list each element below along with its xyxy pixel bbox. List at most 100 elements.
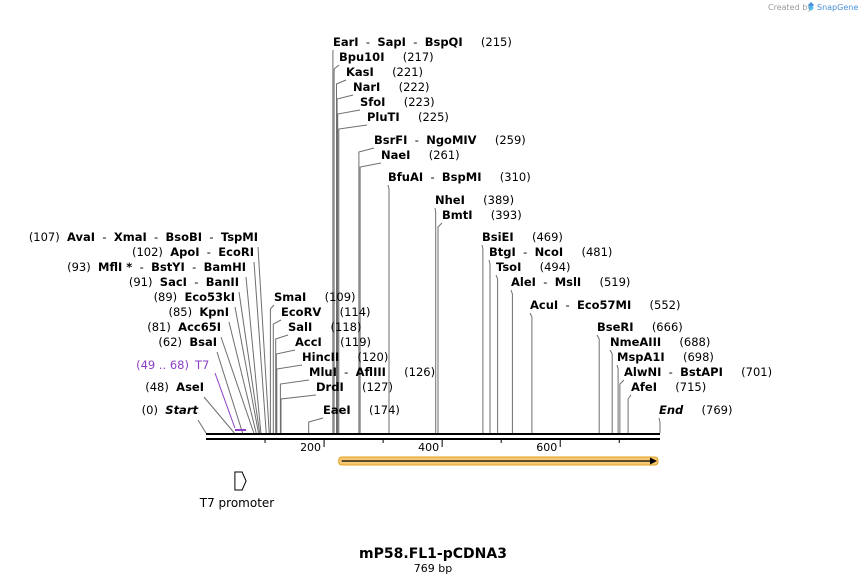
site-label-aseI[interactable]: (48) AseI [145, 380, 204, 394]
site-position: (481) [563, 245, 612, 259]
enzyme-name: AlwNI [624, 365, 661, 379]
site-label-accI[interactable]: AccI (119) [295, 335, 371, 349]
enzyme-name: BseRI [597, 320, 634, 334]
site-separator: - [200, 245, 219, 259]
site-label-bmtI[interactable]: BmtI (393) [442, 208, 522, 222]
site-label-nheI[interactable]: NheI (389) [435, 193, 514, 207]
site-labels: EarI - SapI - BspQI (215)Bpu10I (217)Kas… [29, 35, 772, 417]
site-separator: - [516, 245, 535, 259]
site-label-bsiEI[interactable]: BsiEI (469) [482, 230, 563, 244]
map-title: mP58.FL1-pCDNA3 [359, 546, 507, 562]
site-separator: - [95, 230, 114, 244]
site-label-acc65I[interactable]: (81) Acc65I [147, 320, 221, 334]
enzyme-name: EcoRV [281, 305, 321, 319]
site-leader-sfoI [337, 109, 361, 433]
site-label-bpu10I[interactable]: Bpu10I (217) [339, 50, 434, 64]
site-label-btgI[interactable]: BtgI - NcoI (481) [489, 245, 612, 259]
site-label-hincII[interactable]: HincII (120) [302, 350, 388, 364]
site-label-nmeAIII[interactable]: NmeAIII (688) [610, 335, 710, 349]
enzyme-name: End [659, 403, 684, 417]
site-label-eco53kI[interactable]: (89) Eco53kI [154, 290, 235, 304]
site-leader-btgI [488, 259, 491, 433]
site-label-start[interactable]: (0) Start [142, 403, 199, 417]
site-label-bsaI[interactable]: (62) BsaI [158, 335, 217, 349]
site-leader-salI [275, 334, 289, 433]
site-label-salI[interactable]: SalI (118) [288, 320, 361, 334]
site-position: (225) [400, 110, 449, 124]
position-axis: 200 400 600 [264, 439, 620, 454]
site-label-kpnI[interactable]: (85) KpnI [168, 305, 229, 319]
t7-promoter-label: T7 promoter [199, 496, 275, 510]
enzyme-name: Bpu10I [339, 50, 384, 64]
site-label-naeI[interactable]: NaeI (261) [381, 148, 460, 162]
site-label-acuI[interactable]: AcuI - Eco57MI (552) [530, 298, 680, 312]
site-leader-lines [197, 49, 661, 434]
site-separator: - [187, 275, 206, 289]
enzyme-name: ApoI [170, 245, 199, 259]
enzyme-name: TspMI [221, 230, 258, 244]
site-label-sacI[interactable]: (91) SacI - BanII [129, 275, 239, 289]
site-label-mspA1I[interactable]: MspA1I (698) [617, 350, 714, 364]
enzyme-name: KpnI [199, 305, 229, 319]
site-leader-drdI [280, 394, 317, 433]
site-separator: - [147, 230, 166, 244]
credit-brand: SnapGene [817, 3, 858, 12]
enzyme-name: BstYI [151, 260, 185, 274]
enzyme-name: XmaI [114, 230, 147, 244]
enzyme-name: BspMI [442, 170, 482, 184]
primer-leader [214, 372, 236, 429]
site-label-bsrFI[interactable]: BsrFI - NgoMIV (259) [374, 133, 526, 147]
site-label-earI[interactable]: EarI - SapI - BspQI (215) [333, 35, 512, 49]
site-leader-pluTI [338, 124, 368, 433]
site-label-bfuAI[interactable]: BfuAI - BspMI (310) [388, 170, 531, 184]
site-position: (393) [473, 208, 522, 222]
site-position: (62) [158, 335, 189, 349]
site-label-end[interactable]: End (769) [659, 403, 732, 417]
t7-promoter-arrow-icon[interactable] [234, 471, 247, 491]
enzyme-name: KasI [346, 65, 374, 79]
site-label-alwNI[interactable]: AlwNI - BstAPI (701) [624, 365, 772, 379]
enzyme-name: NcoI [535, 245, 564, 259]
site-leader-kpnI [228, 321, 257, 434]
site-leader-bsaI [216, 351, 244, 434]
enzyme-name: AcuI [530, 298, 558, 312]
site-label-aleI[interactable]: AleI - MslI (519) [511, 275, 630, 289]
snapgene-credit: Created by SnapGene [768, 2, 858, 12]
site-position: (109) [306, 290, 355, 304]
site-position: (48) [145, 380, 176, 394]
site-label-apoI[interactable]: (102) ApoI - EcoRI [132, 245, 254, 259]
enzyme-name: SmaI [274, 290, 306, 304]
site-label-mluI[interactable]: MluI - AflIII (126) [309, 365, 435, 379]
site-label-afeI[interactable]: AfeI (715) [631, 380, 706, 394]
site-label-narI[interactable]: NarI (222) [353, 80, 430, 94]
site-label-smaI[interactable]: SmaI (109) [274, 290, 356, 304]
site-label-drdI[interactable]: DrdI (127) [316, 380, 393, 394]
enzyme-name: SacI [160, 275, 187, 289]
t7-promoter-feature[interactable]: T7 promoter [199, 471, 275, 510]
site-label-sfoI[interactable]: SfoI (223) [360, 95, 435, 109]
site-label-bseRI[interactable]: BseRI (666) [597, 320, 683, 334]
enzyme-name: BamHI [204, 260, 246, 274]
site-position: (127) [344, 380, 393, 394]
site-label-eaeI[interactable]: EaeI (174) [323, 403, 400, 417]
primer-t7[interactable]: (49 .. 68) T7 [136, 358, 247, 431]
site-leader-aleI [510, 289, 513, 433]
site-leader-eco53kI [234, 306, 259, 434]
site-position: (666) [634, 320, 683, 334]
site-label-mflI[interactable]: (93) MflI * - BstYI - BamHI [67, 260, 246, 274]
site-leader-bfuAI [387, 184, 390, 433]
site-label-avaI[interactable]: (107) AvaI - XmaI - BsoBI - TspMI [29, 230, 258, 244]
site-label-ecoRV[interactable]: EcoRV (114) [281, 305, 371, 319]
site-separator: - [406, 35, 425, 49]
site-label-pluTI[interactable]: PluTI (225) [367, 110, 449, 124]
site-leader-bpu10I [333, 64, 340, 433]
enzyme-name: NaeI [381, 148, 410, 162]
map-length: 769 bp [414, 562, 452, 575]
enzyme-name: BsaI [189, 335, 217, 349]
site-label-kasI[interactable]: KasI (221) [346, 65, 423, 79]
enzyme-name: SalI [288, 320, 312, 334]
site-position: (701) [723, 365, 772, 379]
orf-feature[interactable] [338, 456, 659, 466]
site-label-tsoI[interactable]: TsoI (494) [496, 260, 571, 274]
enzyme-name: HincII [302, 350, 339, 364]
